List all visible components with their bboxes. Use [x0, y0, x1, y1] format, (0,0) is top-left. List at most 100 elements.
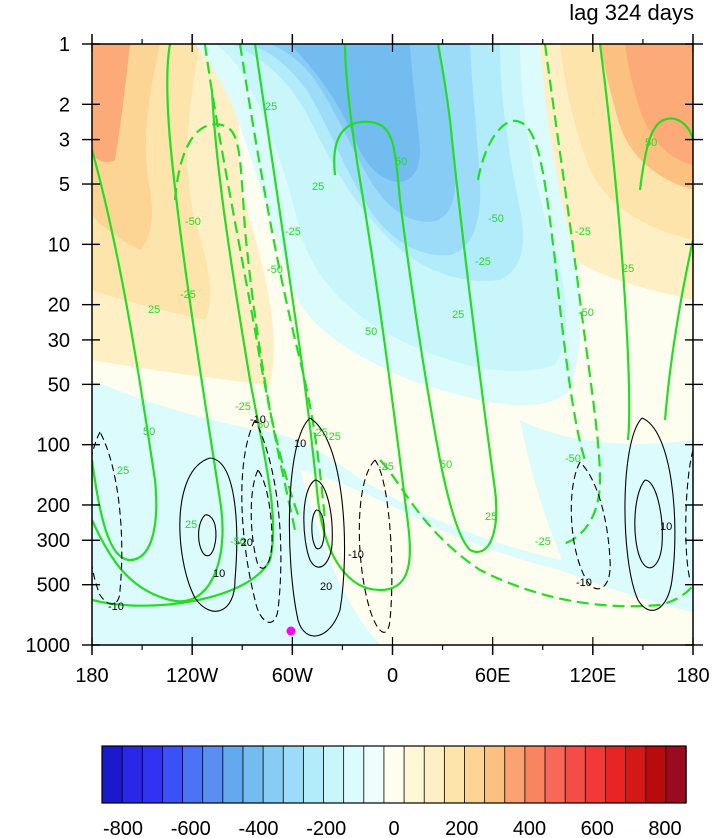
black-label: -10 — [250, 414, 266, 426]
black-contours — [92, 417, 693, 637]
black-contour-neg-2 — [241, 419, 282, 623]
green-label: -25 — [180, 289, 196, 301]
green-contour-dash-2 — [203, 44, 302, 521]
black-contour-pos-2b — [303, 479, 333, 568]
location-marker — [286, 626, 296, 636]
black-contour-neg-3 — [358, 459, 393, 633]
green-label: -25 — [235, 401, 251, 413]
green-contour-dash-4 — [476, 119, 587, 461]
green-contour-solid-4 — [253, 44, 411, 592]
black-label: -10 — [348, 549, 364, 561]
green-label: 25 — [312, 181, 324, 193]
green-label: -25 — [285, 226, 301, 238]
y-tick-label: 30 — [48, 330, 70, 352]
green-label: -50 — [578, 307, 594, 319]
x-tick-label: 0 — [387, 665, 398, 687]
colorbar-cell — [605, 745, 627, 804]
colorbar-cell — [383, 745, 405, 804]
green-label: 25 — [622, 263, 634, 275]
black-contour-neg-2b — [250, 469, 273, 569]
colorbar-cell — [645, 745, 667, 804]
x-tick-label: 60W — [272, 665, 313, 687]
colorbar-cell — [584, 745, 607, 804]
y-axis-ticks: 1 2 3 5 10 20 30 50 100 200 300 500 1000 — [26, 34, 703, 657]
green-label: 50 — [440, 459, 452, 471]
colorbar-cell — [484, 745, 506, 804]
green-label: -50 — [565, 453, 581, 465]
colorbar-label: 200 — [445, 818, 478, 838]
colorbar-cell — [363, 745, 385, 804]
green-label: -50 — [488, 213, 504, 225]
colorbar-cells — [101, 745, 687, 804]
colorbar-cell — [202, 745, 224, 804]
green-label: -25 — [325, 431, 341, 443]
colorbar-labels: -800 -600 -400 -200 0 200 400 600 800 — [103, 818, 682, 838]
colorbar-cell — [403, 745, 425, 804]
green-label: 50 — [257, 419, 269, 431]
colorbar-cell — [101, 745, 123, 804]
colorbar-label: 600 — [581, 818, 614, 838]
green-label: 25 — [148, 304, 160, 316]
field-orange-right-core — [625, 44, 693, 165]
black-label: -20 — [237, 537, 253, 549]
colorbar-cell — [524, 745, 546, 804]
colorbar-cell — [443, 745, 466, 804]
black-label: 20 — [320, 581, 332, 593]
y-tick-label: 20 — [48, 295, 70, 317]
colorbar-cell — [302, 745, 325, 804]
x-tick-label: 180 — [676, 665, 709, 687]
green-label: 25 — [185, 519, 197, 531]
colorbar-label: -400 — [238, 818, 278, 838]
y-tick-label: 50 — [48, 374, 70, 396]
y-tick-label: 100 — [37, 435, 70, 457]
colorbar-cell — [141, 745, 164, 804]
colorbar-cell — [665, 745, 687, 804]
black-contour-pos-1 — [179, 457, 238, 612]
colorbar-cell — [182, 745, 204, 804]
black-label: 10 — [294, 438, 306, 450]
colorbar-cell — [262, 745, 284, 804]
green-label: 50 — [645, 137, 657, 149]
y-tick-label: 3 — [59, 130, 70, 152]
black-contour-pos-3b — [634, 479, 663, 569]
plot-frame: 180 120W 60W 0 60E 120E 180 1 2 3 5 10 20 30 50 100 200… — [26, 34, 710, 687]
colorbar-cell — [242, 745, 264, 804]
colorbar-cell — [504, 745, 526, 804]
green-label: -25 — [475, 256, 491, 268]
colorbar-label: 400 — [513, 818, 546, 838]
colorbar-label: -800 — [103, 818, 143, 838]
colorbar-label: -600 — [171, 818, 211, 838]
green-contour-solid-1 — [92, 149, 158, 562]
black-label: -10 — [576, 577, 592, 589]
green-contour-solid-2 — [92, 44, 224, 603]
colorbar-label: 0 — [388, 818, 399, 838]
y-tick-label: 300 — [37, 530, 70, 552]
shaded-field — [92, 44, 693, 645]
colorbar-cell — [121, 745, 143, 804]
colorbar-label: -200 — [306, 818, 346, 838]
colorbar-cell — [162, 745, 184, 804]
green-label: 25 — [265, 101, 277, 113]
chart-title: lag 324 days — [569, 0, 694, 25]
black-contour-pos-2c — [311, 509, 325, 550]
green-contour-dash-1 — [173, 123, 297, 531]
green-contour-solid-6 — [598, 44, 631, 441]
colorbar-border — [101, 745, 687, 804]
y-tick-label: 500 — [37, 575, 70, 597]
colorbar-cell — [564, 745, 587, 804]
green-label: -25 — [575, 226, 591, 238]
colorbar-cell — [544, 745, 566, 804]
y-tick-label: 10 — [48, 234, 70, 256]
green-label: 25 — [485, 511, 497, 523]
field-blue-core — [290, 44, 420, 182]
colorbar-cell — [423, 745, 446, 804]
green-label: -25 — [378, 461, 394, 473]
colorbar-cell — [343, 745, 365, 804]
green-contour-solid-5 — [333, 44, 498, 553]
black-contour-pos-1b — [198, 514, 217, 557]
colorbar-cell — [222, 745, 244, 804]
y-tick-label: 2 — [59, 94, 70, 116]
black-label: 10 — [660, 521, 672, 533]
green-contour-solid-3 — [92, 89, 275, 607]
black-contour-neg-1 — [92, 431, 123, 605]
